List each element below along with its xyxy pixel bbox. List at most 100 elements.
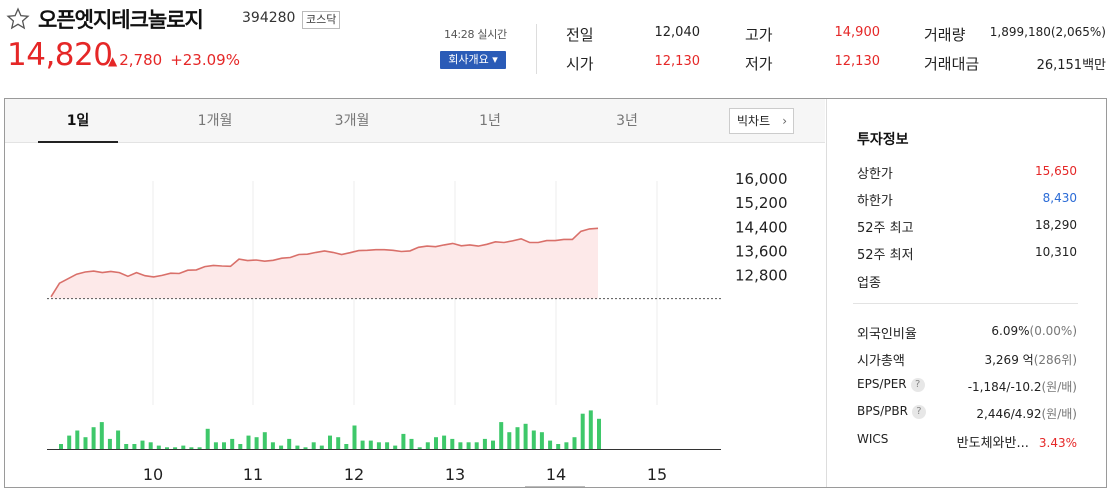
volume-bar bbox=[270, 442, 275, 449]
volume-bar bbox=[499, 422, 504, 449]
foreign-ratio: 6.09% bbox=[991, 324, 1030, 338]
lower-limit-label: 하한가 bbox=[857, 194, 893, 209]
volume-bar bbox=[222, 442, 226, 449]
volume-bar bbox=[124, 444, 129, 449]
volume-bar bbox=[328, 435, 332, 449]
wics-sector-link[interactable]: 반도체와반... bbox=[956, 436, 1029, 451]
volume-bar bbox=[165, 447, 169, 449]
big-chart-label: 빅차트 bbox=[737, 114, 771, 128]
volume-bar bbox=[482, 438, 487, 449]
volume-value: 1,899,180(2,065%) bbox=[989, 25, 1106, 39]
volume-bar bbox=[507, 432, 512, 449]
volume-bar bbox=[556, 444, 561, 449]
volume-bar bbox=[376, 442, 381, 449]
tab-3year[interactable]: 3년 bbox=[616, 113, 638, 129]
volume-bar bbox=[197, 447, 202, 449]
tab-1month[interactable]: 1개월 bbox=[197, 113, 233, 129]
volume-bar bbox=[523, 423, 528, 449]
prev-close-label: 전일 bbox=[566, 26, 594, 44]
foreign-ratio-label: 외국인비율 bbox=[857, 327, 917, 342]
volume-bar bbox=[597, 418, 601, 449]
tab-3month[interactable]: 3개월 bbox=[334, 113, 370, 129]
y-tick-label: 12,800 bbox=[735, 267, 788, 285]
volume-bar bbox=[99, 422, 104, 449]
bps-pbr-unit: (원/배) bbox=[1041, 407, 1078, 421]
volume-bar bbox=[466, 442, 471, 449]
volume-bar bbox=[262, 432, 267, 449]
price-area bbox=[51, 228, 598, 299]
volume-bar bbox=[539, 432, 544, 449]
amount-value: 26,151백만 bbox=[1036, 58, 1106, 73]
price-line bbox=[50, 227, 599, 298]
market-badge: 코스닥 bbox=[302, 11, 341, 29]
market-cap: 3,269 억 bbox=[984, 353, 1034, 367]
volume-bar bbox=[319, 445, 324, 449]
x-tick-label: 15 bbox=[647, 465, 667, 484]
x-tick-label: 14 bbox=[546, 465, 566, 484]
y-tick-label: 16,000 bbox=[735, 170, 788, 188]
volume-bar bbox=[515, 427, 520, 449]
volume-bar bbox=[148, 442, 153, 449]
volume-bar bbox=[385, 442, 390, 449]
divider bbox=[853, 303, 1078, 304]
volume-bar bbox=[303, 447, 308, 449]
open-value: 12,130 bbox=[654, 54, 701, 69]
volume-bar bbox=[181, 445, 186, 449]
tab-1day[interactable]: 1일 bbox=[38, 99, 118, 143]
volume-bar bbox=[254, 437, 259, 449]
collapse-handle[interactable] bbox=[525, 486, 585, 492]
volume-bar bbox=[156, 445, 161, 449]
volume-bar bbox=[417, 447, 422, 449]
volume-bar bbox=[246, 435, 251, 449]
volume-bar bbox=[588, 410, 593, 449]
y-tick-label: 13,600 bbox=[735, 243, 788, 261]
high-value: 14,900 bbox=[834, 25, 881, 40]
volume-bar bbox=[401, 433, 406, 449]
volume-bar bbox=[67, 435, 72, 449]
volume-bar bbox=[295, 445, 300, 449]
stock-header: 오픈엣지테크놀로지 394280 코스닥 14,820 ▲ 2,780 +23.09… bbox=[0, 0, 1111, 98]
volume-bar bbox=[425, 442, 430, 449]
volume-bar bbox=[189, 447, 194, 449]
volume-bar bbox=[450, 438, 455, 449]
change-rate: +23.09% bbox=[170, 51, 240, 69]
market-cap-label: 시가총액 bbox=[857, 354, 905, 369]
volume-bar bbox=[409, 438, 414, 449]
amount-label: 거래대금 bbox=[924, 55, 980, 73]
invest-info-title: 투자정보 bbox=[857, 132, 909, 148]
divider bbox=[536, 24, 537, 74]
volume-bar bbox=[491, 440, 495, 449]
volume-bar bbox=[230, 438, 235, 449]
volume-bar bbox=[572, 437, 577, 449]
volume-bar bbox=[238, 444, 243, 449]
invest-info-panel: 투자정보 상한가 15,650 하한가 8,430 52주 최고 18,290 … bbox=[826, 99, 1107, 487]
help-icon[interactable]: ? bbox=[910, 378, 925, 392]
volume-bar bbox=[132, 444, 137, 449]
x-tick-label: 12 bbox=[344, 465, 364, 484]
market-cap-value: 3,269 억(286위) bbox=[984, 351, 1077, 368]
sector-label: 업종 bbox=[857, 276, 881, 291]
wics-label: WICS bbox=[857, 432, 889, 446]
realtime-label: 14:28 실시간 bbox=[444, 28, 507, 41]
star-icon[interactable] bbox=[6, 7, 30, 31]
volume-bar bbox=[580, 413, 585, 449]
x-tick-label: 11 bbox=[243, 465, 263, 484]
volume-bar bbox=[107, 438, 112, 449]
period-tabs: 1일 1개월 3개월 1년 3년 빅차트 › bbox=[5, 99, 825, 143]
open-label: 시가 bbox=[566, 55, 594, 73]
company-overview-button[interactable]: 회사개요 ▾ bbox=[440, 51, 506, 69]
bps-pbr: 2,446/4.92 bbox=[976, 407, 1042, 421]
tab-1year[interactable]: 1년 bbox=[479, 113, 501, 129]
prev-close-value: 12,040 bbox=[654, 25, 701, 40]
volume-bar bbox=[336, 437, 341, 449]
volume-bar bbox=[352, 425, 357, 449]
big-chart-button[interactable]: 빅차트 › bbox=[729, 108, 794, 134]
y-tick-label: 15,200 bbox=[735, 194, 788, 212]
volume-bar bbox=[368, 440, 373, 449]
bps-pbr-text: BPS/PBR bbox=[857, 404, 908, 418]
volume-bar bbox=[564, 442, 569, 449]
help-icon[interactable]: ? bbox=[911, 405, 926, 419]
y-tick-label: 14,400 bbox=[735, 218, 788, 236]
change-amount: 2,780 bbox=[119, 51, 163, 69]
volume-bar bbox=[311, 442, 316, 449]
